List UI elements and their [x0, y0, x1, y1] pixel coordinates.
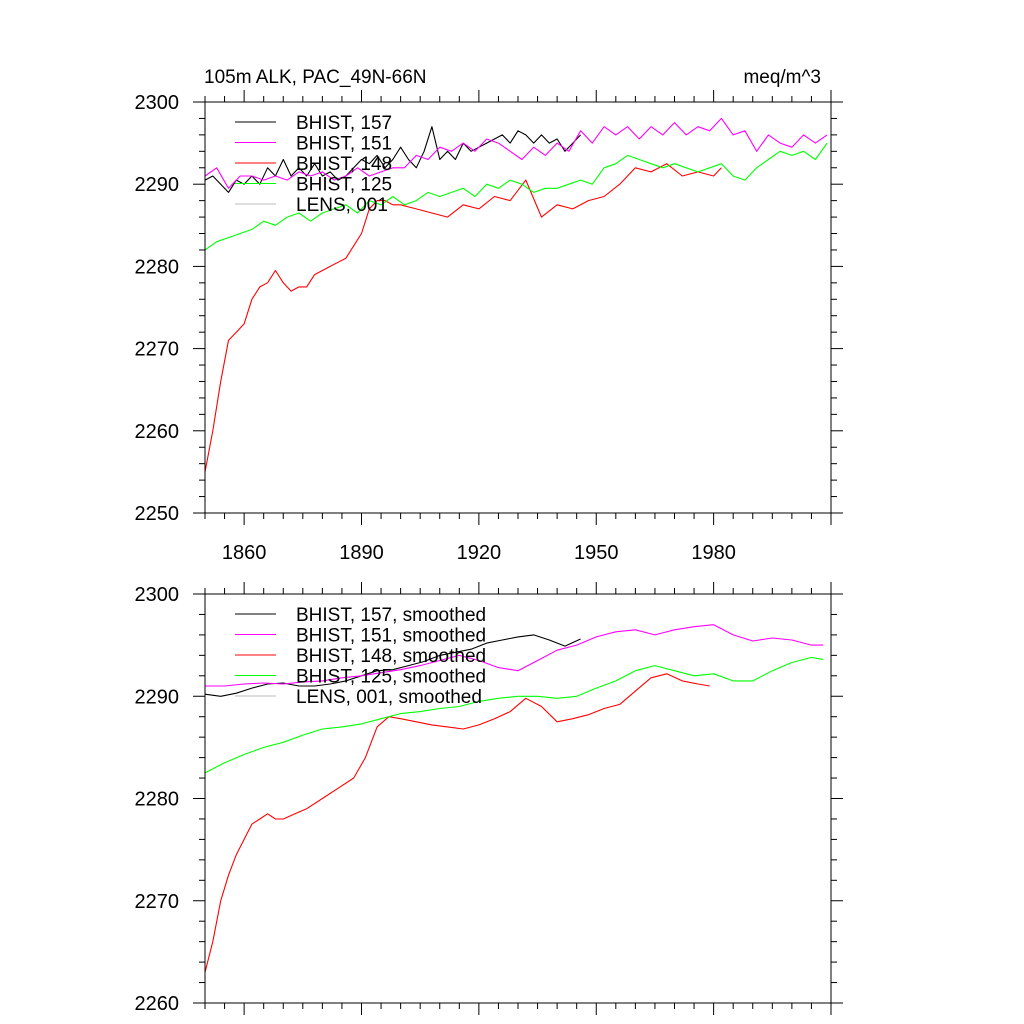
y-tick-label: 2260 [135, 421, 180, 443]
y-tick-label: 2250 [135, 503, 180, 525]
series-line-2 [204, 163, 722, 473]
chart-title: 105m ALK, PAC_49N-66N [204, 67, 427, 88]
series-line-1 [204, 117, 828, 189]
legend-label-1: BHIST, 151 [296, 134, 392, 155]
series-line-2 [204, 673, 710, 973]
x-tick-label: 1860 [222, 542, 267, 564]
x-tick-label: 1950 [574, 542, 619, 564]
series-line-0 [204, 126, 581, 193]
legend-label-2: BHIST, 148, smoothed [296, 646, 486, 667]
legend-label-3: BHIST, 125, smoothed [296, 667, 486, 688]
y-tick-label: 2260 [135, 993, 180, 1015]
units-label: meq/m^3 [743, 67, 821, 88]
y-tick-label: 2270 [135, 891, 180, 913]
series-line-3 [204, 656, 824, 774]
x-tick-label: 1920 [457, 542, 502, 564]
panel-top: 2250 2260 2270 2280 2290 2300 1860 1890 1920 1950… [135, 67, 843, 564]
legend-label-4: LENS, 001, smoothed [296, 687, 482, 708]
y-tick-label: 2300 [135, 584, 180, 606]
legend-label-1: BHIST, 151, smoothed [296, 626, 486, 647]
y-tick-label: 2280 [135, 789, 180, 811]
series-line-0 [204, 634, 581, 697]
y-tick-label: 2290 [135, 174, 180, 196]
legend-label-2: BHIST, 148 [296, 154, 392, 175]
x-tick-label: 1890 [339, 542, 384, 564]
legend-label-0: BHIST, 157 [296, 113, 392, 134]
y-tick-label: 2290 [135, 686, 180, 708]
legend-label-3: BHIST, 125 [296, 175, 392, 196]
series-line-1 [205, 624, 824, 687]
panel-bottom: 2260 2270 2280 2290 2300 BHIST, 157, smoothed… [135, 582, 843, 1015]
x-tick-label: 1980 [691, 542, 736, 564]
series-line-3 [204, 142, 828, 251]
y-tick-label: 2270 [135, 339, 180, 361]
y-tick-label: 2300 [135, 92, 180, 114]
legend-label-0: BHIST, 157, smoothed [296, 605, 486, 626]
legend-label-4: LENS, 001 [296, 195, 388, 216]
y-tick-label: 2280 [135, 256, 180, 278]
